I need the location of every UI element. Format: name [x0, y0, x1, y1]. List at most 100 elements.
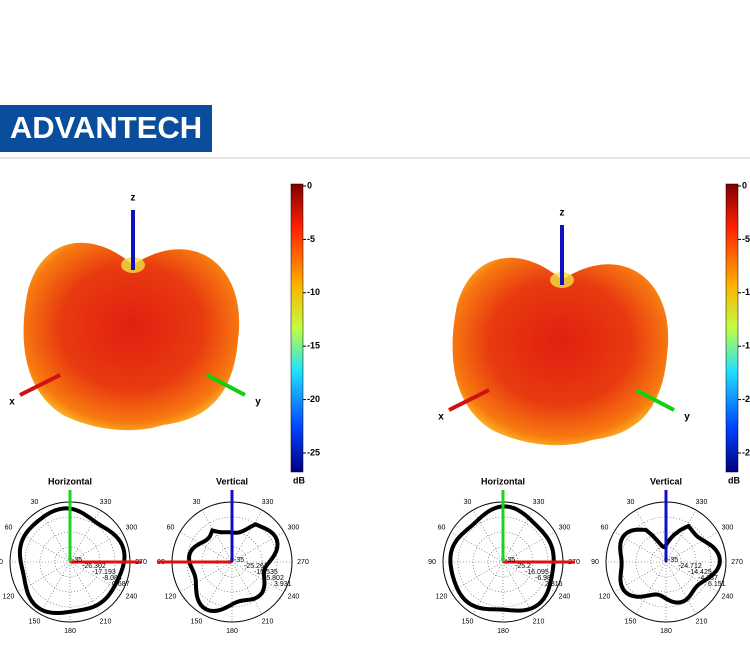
- polar-spoke: [231, 561, 285, 593]
- logo: ADVANTECH: [10, 110, 202, 145]
- polar-angle: 30: [627, 499, 635, 506]
- colorbar-label: -5: [307, 234, 315, 244]
- polar-spoke: [613, 531, 667, 563]
- radiation-pattern-3d: [23, 242, 240, 431]
- polar-angle: 240: [288, 593, 300, 600]
- polar-scale-label: -14.425: [688, 569, 712, 576]
- polar-scale-label: -35: [668, 557, 678, 564]
- polar-trace: [448, 504, 556, 613]
- colorbar-label: -25: [307, 447, 320, 457]
- polar-title: Vertical: [216, 476, 248, 486]
- polar-angle: 180: [64, 628, 76, 635]
- polar-spoke: [613, 561, 667, 593]
- polar-angle: 270: [297, 559, 309, 566]
- polar-angle: 330: [533, 499, 545, 506]
- axis-label: x: [9, 397, 15, 408]
- polar-angle: 120: [3, 593, 15, 600]
- polar-spoke: [502, 531, 556, 563]
- polar-trace: [17, 506, 127, 615]
- polar-spoke: [665, 561, 697, 615]
- polar-spoke: [502, 561, 556, 593]
- colorbar-label: -5: [742, 234, 750, 244]
- x-axis: [448, 388, 490, 412]
- y-axis: [635, 388, 675, 412]
- polar-spoke: [450, 561, 504, 593]
- polar-angle: 300: [288, 524, 300, 531]
- polar-angle: 300: [559, 524, 571, 531]
- polar-scale-label: -25.267: [244, 563, 268, 570]
- polar-angle: 210: [262, 619, 274, 626]
- polar-scale-label: -26.302: [82, 563, 106, 570]
- polar-spoke: [450, 531, 504, 563]
- polar-spoke: [472, 561, 504, 615]
- polar-spoke: [69, 561, 123, 593]
- polar-angle: 60: [167, 524, 175, 531]
- polar-angle: 240: [722, 593, 734, 600]
- polar-trace: [618, 523, 722, 605]
- polar-spoke: [472, 509, 504, 563]
- polar-scale-label: -5.802: [264, 575, 284, 582]
- polar-angle: 180: [660, 628, 672, 635]
- polar-spoke: [665, 561, 719, 593]
- polar-scale-label: -4.137: [698, 575, 718, 582]
- polar-title: Horizontal: [48, 476, 92, 486]
- polar-title: Horizontal: [481, 476, 525, 486]
- colorbar-label: 0: [307, 180, 312, 190]
- colorbar-label: -10: [307, 287, 320, 297]
- colorbar-label: -15: [307, 341, 320, 351]
- polar-angle: 120: [599, 593, 611, 600]
- polar-angle: 90: [428, 559, 436, 566]
- polar-spoke: [69, 531, 123, 563]
- polar-angle: 120: [165, 593, 177, 600]
- polar-angle: 60: [601, 524, 609, 531]
- radiation-pattern-3d: [452, 257, 669, 446]
- polar-angle: 210: [533, 619, 545, 626]
- polar-angle: 30: [464, 499, 472, 506]
- polar-spoke: [39, 509, 71, 563]
- polar-spoke: [69, 561, 101, 615]
- axis-label: y: [255, 397, 261, 408]
- polar-angle: 210: [100, 619, 112, 626]
- polar-angle: 120: [436, 593, 448, 600]
- polar-scale-label: -25.2: [515, 563, 531, 570]
- polar-spoke: [665, 509, 697, 563]
- polar-angle: 60: [438, 524, 446, 531]
- polar-scale-label: -24.712: [678, 563, 702, 570]
- colorbar: [725, 183, 739, 473]
- axis-label: x: [438, 412, 444, 423]
- polar-spoke: [201, 509, 233, 563]
- polar-angle: 180: [226, 628, 238, 635]
- polar-angle: 150: [29, 619, 41, 626]
- y-axis: [206, 373, 246, 397]
- polar-angle: 30: [193, 499, 201, 506]
- polar-angle: 90: [591, 559, 599, 566]
- polar-trace: [186, 522, 280, 614]
- polar-scale-label: -8.084: [102, 575, 122, 582]
- polar-angle: 330: [262, 499, 274, 506]
- polar-spoke: [635, 561, 667, 615]
- polar-spoke: [231, 509, 263, 563]
- polar-angle: 270: [731, 559, 743, 566]
- polar-angle: 330: [100, 499, 112, 506]
- polar-scale-label: -17.193: [92, 569, 116, 576]
- colorbar-label: -15: [742, 341, 750, 351]
- axis-label: z: [560, 208, 565, 219]
- polar-spoke: [231, 561, 263, 615]
- polar-scale-label: -6.98: [535, 575, 551, 582]
- polar-angle: 210: [696, 619, 708, 626]
- colorbar-label: 0: [742, 180, 747, 190]
- polar-spoke: [17, 531, 71, 563]
- colorbar-label: -10: [742, 287, 750, 297]
- polar-angle: 90: [0, 559, 3, 566]
- polar-spoke: [39, 561, 71, 615]
- polar-angle: 150: [462, 619, 474, 626]
- axis-label: z: [131, 193, 136, 204]
- polar-angle: 150: [191, 619, 203, 626]
- polar-angle: 330: [696, 499, 708, 506]
- polar-angle: 30: [31, 499, 39, 506]
- axis-label: y: [684, 412, 690, 423]
- polar-angle: 180: [497, 628, 509, 635]
- polar-spoke: [179, 561, 233, 593]
